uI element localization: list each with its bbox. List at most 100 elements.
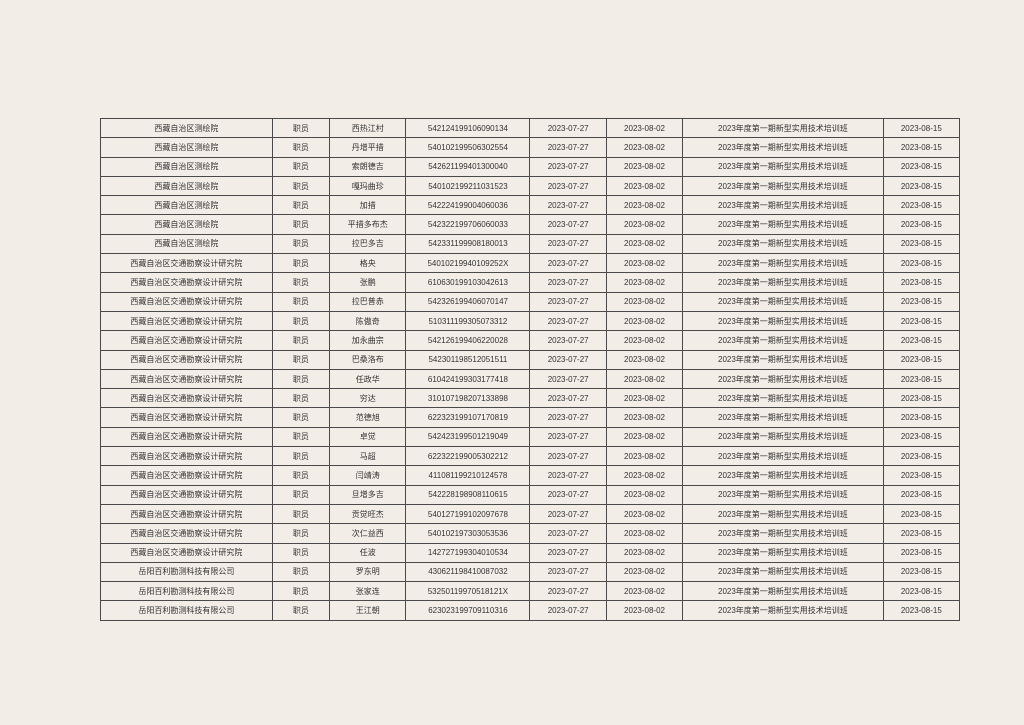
table-cell: 411081199210124578 — [406, 466, 530, 485]
table-cell: 2023-07-27 — [530, 582, 606, 601]
table-cell: 2023-07-27 — [530, 311, 606, 330]
table-cell: 2023-07-27 — [530, 273, 606, 292]
table-cell: 西藏自治区测绘院 — [101, 176, 273, 195]
table-cell: 职员 — [272, 447, 329, 466]
table-cell: 职员 — [272, 562, 329, 581]
table-row: 西藏自治区交通勘察设计研究院职员陈傲奇510311199305073312202… — [101, 311, 960, 330]
table-cell: 2023年度第一期新型实用技术培训班 — [683, 234, 883, 253]
table-cell: 2023-08-15 — [883, 447, 959, 466]
table-cell: 542423199501219049 — [406, 427, 530, 446]
table-cell: 2023-07-27 — [530, 292, 606, 311]
table-cell: 2023-08-02 — [606, 215, 682, 234]
table-cell: 2023-07-27 — [530, 427, 606, 446]
table-cell: 542126199406220028 — [406, 331, 530, 350]
table-cell: 2023-08-15 — [883, 504, 959, 523]
table-cell: 2023-08-15 — [883, 601, 959, 620]
table-cell: 职员 — [272, 254, 329, 273]
table-cell: 2023-07-27 — [530, 562, 606, 581]
table-cell: 2023年度第一期新型实用技术培训班 — [683, 562, 883, 581]
table-row: 西藏自治区测绘院职员索朗德吉5426211994013000402023-07-… — [101, 157, 960, 176]
table-cell: 拉巴多吉 — [330, 234, 406, 253]
table-cell: 542228198908110615 — [406, 485, 530, 504]
table-cell: 2023年度第一期新型实用技术培训班 — [683, 331, 883, 350]
table-cell: 2023-08-15 — [883, 389, 959, 408]
table-cell: 2023年度第一期新型实用技术培训班 — [683, 524, 883, 543]
table-cell: 索朗德吉 — [330, 157, 406, 176]
table-cell: 430621198410087032 — [406, 562, 530, 581]
table-row: 西藏自治区测绘院职员拉巴多吉5423311999081800132023-07-… — [101, 234, 960, 253]
table-cell: 职员 — [272, 427, 329, 446]
table-cell: 2023-07-27 — [530, 234, 606, 253]
table-cell: 542322199706060033 — [406, 215, 530, 234]
table-cell: 2023-08-02 — [606, 408, 682, 427]
table-row: 西藏自治区交通勘察设计研究院职员范德旭622323199107170819202… — [101, 408, 960, 427]
table-cell: 丹增平措 — [330, 138, 406, 157]
table-cell: 职员 — [272, 582, 329, 601]
table-cell: 罗东明 — [330, 562, 406, 581]
table-row: 西藏自治区交通勘察设计研究院职员次仁益西54010219730305353620… — [101, 524, 960, 543]
table-cell: 2023-08-02 — [606, 331, 682, 350]
table-cell: 2023-07-27 — [530, 254, 606, 273]
table-row: 西藏自治区测绘院职员平措多布杰5423221997060600332023-07… — [101, 215, 960, 234]
table-cell: 西藏自治区交通勘察设计研究院 — [101, 543, 273, 562]
table-cell: 542326199406070147 — [406, 292, 530, 311]
table-cell: 2023-08-15 — [883, 543, 959, 562]
table-cell: 2023-08-02 — [606, 562, 682, 581]
table-cell: 2023-07-27 — [530, 176, 606, 195]
table-cell: 2023年度第一期新型实用技术培训班 — [683, 350, 883, 369]
table-row: 西藏自治区交通勘察设计研究院职员贡觉旺杰54012719910209767820… — [101, 504, 960, 523]
table-cell: 2023-08-15 — [883, 562, 959, 581]
table-cell: 53250119970518121X — [406, 582, 530, 601]
table-cell: 542124199106090134 — [406, 119, 530, 138]
table-row: 西藏自治区交通勘察设计研究院职员巴桑洛布54230119851205151120… — [101, 350, 960, 369]
table-cell: 2023-08-02 — [606, 389, 682, 408]
table-cell: 2023-08-15 — [883, 524, 959, 543]
table-cell: 2023年度第一期新型实用技术培训班 — [683, 292, 883, 311]
table-cell: 2023年度第一期新型实用技术培训班 — [683, 408, 883, 427]
table-row: 岳阳百利勘测科技有限公司职员罗东明4306211984100870322023-… — [101, 562, 960, 581]
table-cell: 2023-07-27 — [530, 350, 606, 369]
table-cell: 2023-08-15 — [883, 369, 959, 388]
table-cell: 西藏自治区测绘院 — [101, 234, 273, 253]
table-cell: 540127199102097678 — [406, 504, 530, 523]
table-cell: 西藏自治区测绘院 — [101, 196, 273, 215]
table-row: 西藏自治区交通勘察设计研究院职员闫靖涛411081199210124578202… — [101, 466, 960, 485]
table-cell: 2023-08-02 — [606, 292, 682, 311]
table-cell: 622323199107170819 — [406, 408, 530, 427]
table-cell: 贡觉旺杰 — [330, 504, 406, 523]
table-cell: 任政华 — [330, 369, 406, 388]
table-cell: 岳阳百利勘测科技有限公司 — [101, 582, 273, 601]
table-cell: 142727199304010534 — [406, 543, 530, 562]
table-cell: 西藏自治区交通勘察设计研究院 — [101, 485, 273, 504]
table-cell: 西藏自治区交通勘察设计研究院 — [101, 447, 273, 466]
table-cell: 职员 — [272, 331, 329, 350]
table-cell: 2023-07-27 — [530, 389, 606, 408]
table-cell: 2023年度第一期新型实用技术培训班 — [683, 254, 883, 273]
table-cell: 2023-07-27 — [530, 543, 606, 562]
table-cell: 2023-08-02 — [606, 466, 682, 485]
table-cell: 职员 — [272, 273, 329, 292]
table-row: 西藏自治区交通勘察设计研究院职员格央54010219940109252X2023… — [101, 254, 960, 273]
table-cell: 西藏自治区交通勘察设计研究院 — [101, 369, 273, 388]
table-cell: 职员 — [272, 119, 329, 138]
table-cell: 2023-08-15 — [883, 331, 959, 350]
table-cell: 2023-08-15 — [883, 119, 959, 138]
table-cell: 职员 — [272, 408, 329, 427]
table-cell: 510311199305073312 — [406, 311, 530, 330]
table-cell: 巴桑洛布 — [330, 350, 406, 369]
table-cell: 2023-07-27 — [530, 369, 606, 388]
table-row: 西藏自治区交通勘察设计研究院职员穷达3101071982071338982023… — [101, 389, 960, 408]
table-row: 西藏自治区测绘院职员嘎玛曲珍5401021992110315232023-07-… — [101, 176, 960, 195]
table-cell: 2023-07-27 — [530, 504, 606, 523]
table-cell: 2023年度第一期新型实用技术培训班 — [683, 311, 883, 330]
table-cell: 2023-07-27 — [530, 196, 606, 215]
table-cell: 平措多布杰 — [330, 215, 406, 234]
table-row: 西藏自治区交通勘察设计研究院职员张鹏6106301991030426132023… — [101, 273, 960, 292]
table-cell: 542621199401300040 — [406, 157, 530, 176]
table-cell: 542301198512051511 — [406, 350, 530, 369]
table-body: 西藏自治区测绘院职员西热江村5421241991060901342023-07-… — [101, 119, 960, 621]
table-cell: 2023年度第一期新型实用技术培训班 — [683, 215, 883, 234]
table-cell: 职员 — [272, 176, 329, 195]
table-cell: 2023-08-02 — [606, 485, 682, 504]
table-cell: 2023-08-02 — [606, 254, 682, 273]
